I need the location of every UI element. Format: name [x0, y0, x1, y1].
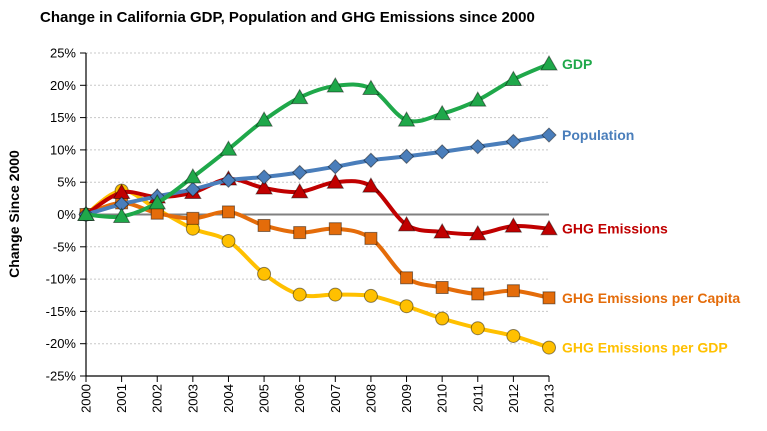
x-tick-label: 2011: [470, 384, 485, 412]
data-point-diamond: [434, 144, 450, 160]
data-point-triangle: [219, 140, 238, 156]
x-tick-label: 2001: [114, 384, 129, 413]
data-point-square: [257, 218, 271, 232]
data-point-diamond: [398, 148, 415, 165]
data-point-circle: [328, 287, 343, 302]
y-axis-label: Change Since 2000: [6, 150, 22, 278]
data-point-square: [364, 231, 378, 245]
data-point-diamond: [291, 164, 308, 181]
data-point-circle: [542, 340, 556, 355]
data-point-square: [471, 287, 485, 301]
y-tick-label: -5%: [53, 239, 77, 254]
data-point-triangle: [255, 179, 273, 195]
x-tick-label: 2006: [292, 384, 307, 413]
series-gdp: [77, 54, 558, 223]
x-tick-label: 2009: [399, 384, 414, 413]
x-tick-label: 2000: [79, 384, 94, 413]
data-point-square: [328, 222, 342, 236]
data-point-triangle: [77, 205, 95, 221]
data-point-square: [435, 280, 449, 294]
data-point-square: [186, 211, 200, 225]
data-point-triangle: [540, 219, 558, 236]
data-point-triangle: [468, 224, 487, 241]
y-tick-label: 5%: [57, 175, 76, 190]
x-tick-label: 2007: [328, 384, 343, 413]
x-tick-label: 2012: [506, 384, 521, 413]
x-tick-label: 2004: [221, 384, 236, 413]
data-point-square: [221, 205, 235, 219]
data-point-triangle: [290, 88, 309, 105]
data-point-triangle: [540, 54, 558, 71]
data-point-diamond: [505, 133, 522, 150]
series-label: GHG Emissions per Capita: [562, 290, 740, 306]
data-point-circle: [221, 233, 236, 248]
y-tick-label: -25%: [46, 369, 77, 384]
data-point-triangle: [433, 222, 452, 239]
y-tick-label: 0%: [57, 207, 76, 222]
data-point-square: [400, 271, 414, 285]
data-point-circle: [292, 287, 307, 302]
data-point-triangle: [148, 193, 167, 210]
y-tick-label: 20%: [50, 78, 76, 93]
data-point-triangle: [326, 173, 345, 189]
data-point-triangle: [397, 215, 416, 232]
data-point-diamond: [541, 127, 557, 143]
data-point-triangle: [290, 182, 309, 199]
data-point-triangle: [504, 217, 523, 233]
data-point-square: [542, 291, 556, 305]
x-tick-label: 2008: [363, 384, 378, 413]
series-label: GDP: [562, 56, 592, 72]
data-point-triangle: [112, 207, 131, 223]
series-label: GHG Emissions per GDP: [562, 340, 728, 356]
data-point-circle: [506, 328, 521, 343]
y-tick-label: -20%: [46, 336, 77, 351]
y-tick-label: 10%: [50, 142, 76, 157]
series-population: [78, 127, 557, 223]
series-ghg-emissions-per-capita: [79, 196, 556, 305]
data-point-diamond: [220, 172, 237, 188]
x-tick-label: 2013: [542, 384, 557, 413]
x-tick-label: 2010: [435, 384, 450, 413]
y-tick-label: -15%: [46, 304, 77, 319]
y-tick-label: -10%: [46, 272, 77, 287]
data-point-triangle: [183, 168, 202, 184]
data-point-circle: [363, 288, 378, 303]
x-tick-label: 2003: [185, 384, 200, 413]
data-point-triangle: [255, 111, 273, 127]
data-point-diamond: [185, 181, 201, 198]
data-point-triangle: [468, 91, 487, 107]
x-tick-label: 2002: [150, 384, 165, 413]
x-tick-label: 2005: [257, 384, 272, 413]
data-point-triangle: [326, 76, 345, 93]
data-point-triangle: [362, 177, 380, 193]
chart-title: Change in California GDP, Population and…: [40, 9, 535, 26]
data-point-circle: [470, 321, 485, 336]
data-point-triangle: [397, 111, 416, 127]
data-point-diamond: [470, 138, 486, 155]
y-tick-label: 25%: [50, 46, 76, 61]
data-point-square: [506, 284, 520, 298]
data-point-diamond: [327, 158, 344, 175]
data-point-triangle: [504, 70, 523, 86]
data-point-diamond: [256, 169, 272, 185]
data-point-circle: [257, 266, 272, 281]
data-point-square: [293, 226, 307, 240]
data-point-triangle: [362, 79, 380, 96]
data-point-circle: [399, 299, 414, 314]
data-point-diamond: [363, 152, 379, 168]
y-tick-label: 15%: [50, 110, 76, 125]
series-label: Population: [562, 127, 634, 143]
data-point-circle: [435, 311, 450, 326]
series-label: GHG Emissions: [562, 221, 668, 237]
data-point-triangle: [433, 104, 452, 121]
